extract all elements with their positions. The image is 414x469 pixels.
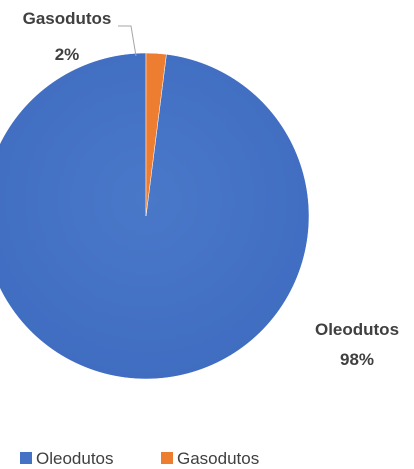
pie-slice-oleodutos [0, 52, 310, 380]
legend-label-gasodutos: Gasodutos [177, 449, 259, 468]
legend-swatch-oleodutos [20, 452, 32, 464]
gasodutos-label-value: 2% [55, 45, 80, 64]
legend: Oleodutos Gasodutos [20, 449, 259, 468]
gasodutos-label-name: Gasodutos [23, 9, 112, 28]
pie-slice-gasodutos [145, 52, 167, 217]
oleodutos-label-value: 98% [340, 350, 374, 369]
oleodutos-label-name: Oleodutos [315, 320, 399, 339]
legend-label-oleodutos: Oleodutos [36, 449, 114, 468]
gasodutos-leader-line [118, 25, 137, 57]
legend-swatch-gasodutos [161, 452, 173, 464]
